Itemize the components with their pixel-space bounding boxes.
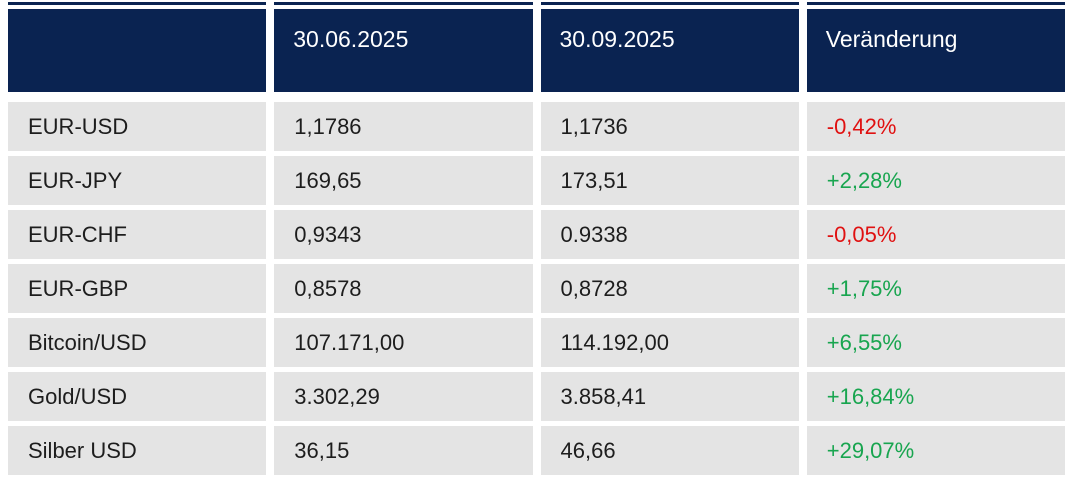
table-row: Silber USD 36,15 46,66 +29,07% bbox=[8, 426, 1065, 475]
value-cell-date-1: 0,9343 bbox=[274, 210, 533, 259]
change-cell: -0,05% bbox=[806, 210, 1065, 259]
column-header-date-2: 30.09.2025 bbox=[540, 9, 799, 92]
value-cell-date-2: 173,51 bbox=[540, 156, 799, 205]
table-row: EUR-CHF 0,9343 0.9338 -0,05% bbox=[8, 210, 1065, 259]
change-cell: +1,75% bbox=[806, 264, 1065, 313]
row-label-cell: EUR-GBP bbox=[8, 264, 267, 313]
value-cell-date-1: 169,65 bbox=[274, 156, 533, 205]
change-cell: +2,28% bbox=[806, 156, 1065, 205]
value-cell-date-2: 0,8728 bbox=[540, 264, 799, 313]
table-row: EUR-GBP 0,8578 0,8728 +1,75% bbox=[8, 264, 1065, 313]
column-header-blank bbox=[8, 9, 267, 92]
table-header-row: 30.06.2025 30.09.2025 Veränderung bbox=[8, 9, 1065, 92]
value-cell-date-1: 1,1786 bbox=[274, 102, 533, 151]
column-header-date-1: 30.06.2025 bbox=[274, 9, 533, 92]
top-edge-strip-segment bbox=[540, 2, 799, 5]
row-label-cell: Bitcoin/USD bbox=[8, 318, 267, 367]
value-cell-date-1: 36,15 bbox=[274, 426, 533, 475]
row-label-cell: Silber USD bbox=[8, 426, 267, 475]
top-edge-strip bbox=[8, 2, 1065, 5]
value-cell-date-2: 46,66 bbox=[540, 426, 799, 475]
top-edge-strip-segment bbox=[274, 2, 533, 5]
change-cell: -0,42% bbox=[806, 102, 1065, 151]
row-label-cell: Gold/USD bbox=[8, 372, 267, 421]
row-label-cell: EUR-USD bbox=[8, 102, 267, 151]
change-cell: +6,55% bbox=[806, 318, 1065, 367]
value-cell-date-2: 0.9338 bbox=[540, 210, 799, 259]
currency-table: 30.06.2025 30.09.2025 Veränderung EUR-US… bbox=[8, 2, 1065, 475]
top-edge-strip-segment bbox=[806, 2, 1065, 5]
value-cell-date-2: 3.858,41 bbox=[540, 372, 799, 421]
value-cell-date-1: 0,8578 bbox=[274, 264, 533, 313]
table-row: Gold/USD 3.302,29 3.858,41 +16,84% bbox=[8, 372, 1065, 421]
top-edge-strip-segment bbox=[8, 2, 267, 5]
table-body: EUR-USD 1,1786 1,1736 -0,42% EUR-JPY 169… bbox=[8, 102, 1065, 475]
table-row: EUR-USD 1,1786 1,1736 -0,42% bbox=[8, 102, 1065, 151]
table-row: EUR-JPY 169,65 173,51 +2,28% bbox=[8, 156, 1065, 205]
value-cell-date-1: 3.302,29 bbox=[274, 372, 533, 421]
column-header-change: Veränderung bbox=[806, 9, 1065, 92]
value-cell-date-1: 107.171,00 bbox=[274, 318, 533, 367]
value-cell-date-2: 1,1736 bbox=[540, 102, 799, 151]
change-cell: +16,84% bbox=[806, 372, 1065, 421]
value-cell-date-2: 114.192,00 bbox=[540, 318, 799, 367]
row-label-cell: EUR-CHF bbox=[8, 210, 267, 259]
row-label-cell: EUR-JPY bbox=[8, 156, 267, 205]
change-cell: +29,07% bbox=[806, 426, 1065, 475]
table-row: Bitcoin/USD 107.171,00 114.192,00 +6,55% bbox=[8, 318, 1065, 367]
